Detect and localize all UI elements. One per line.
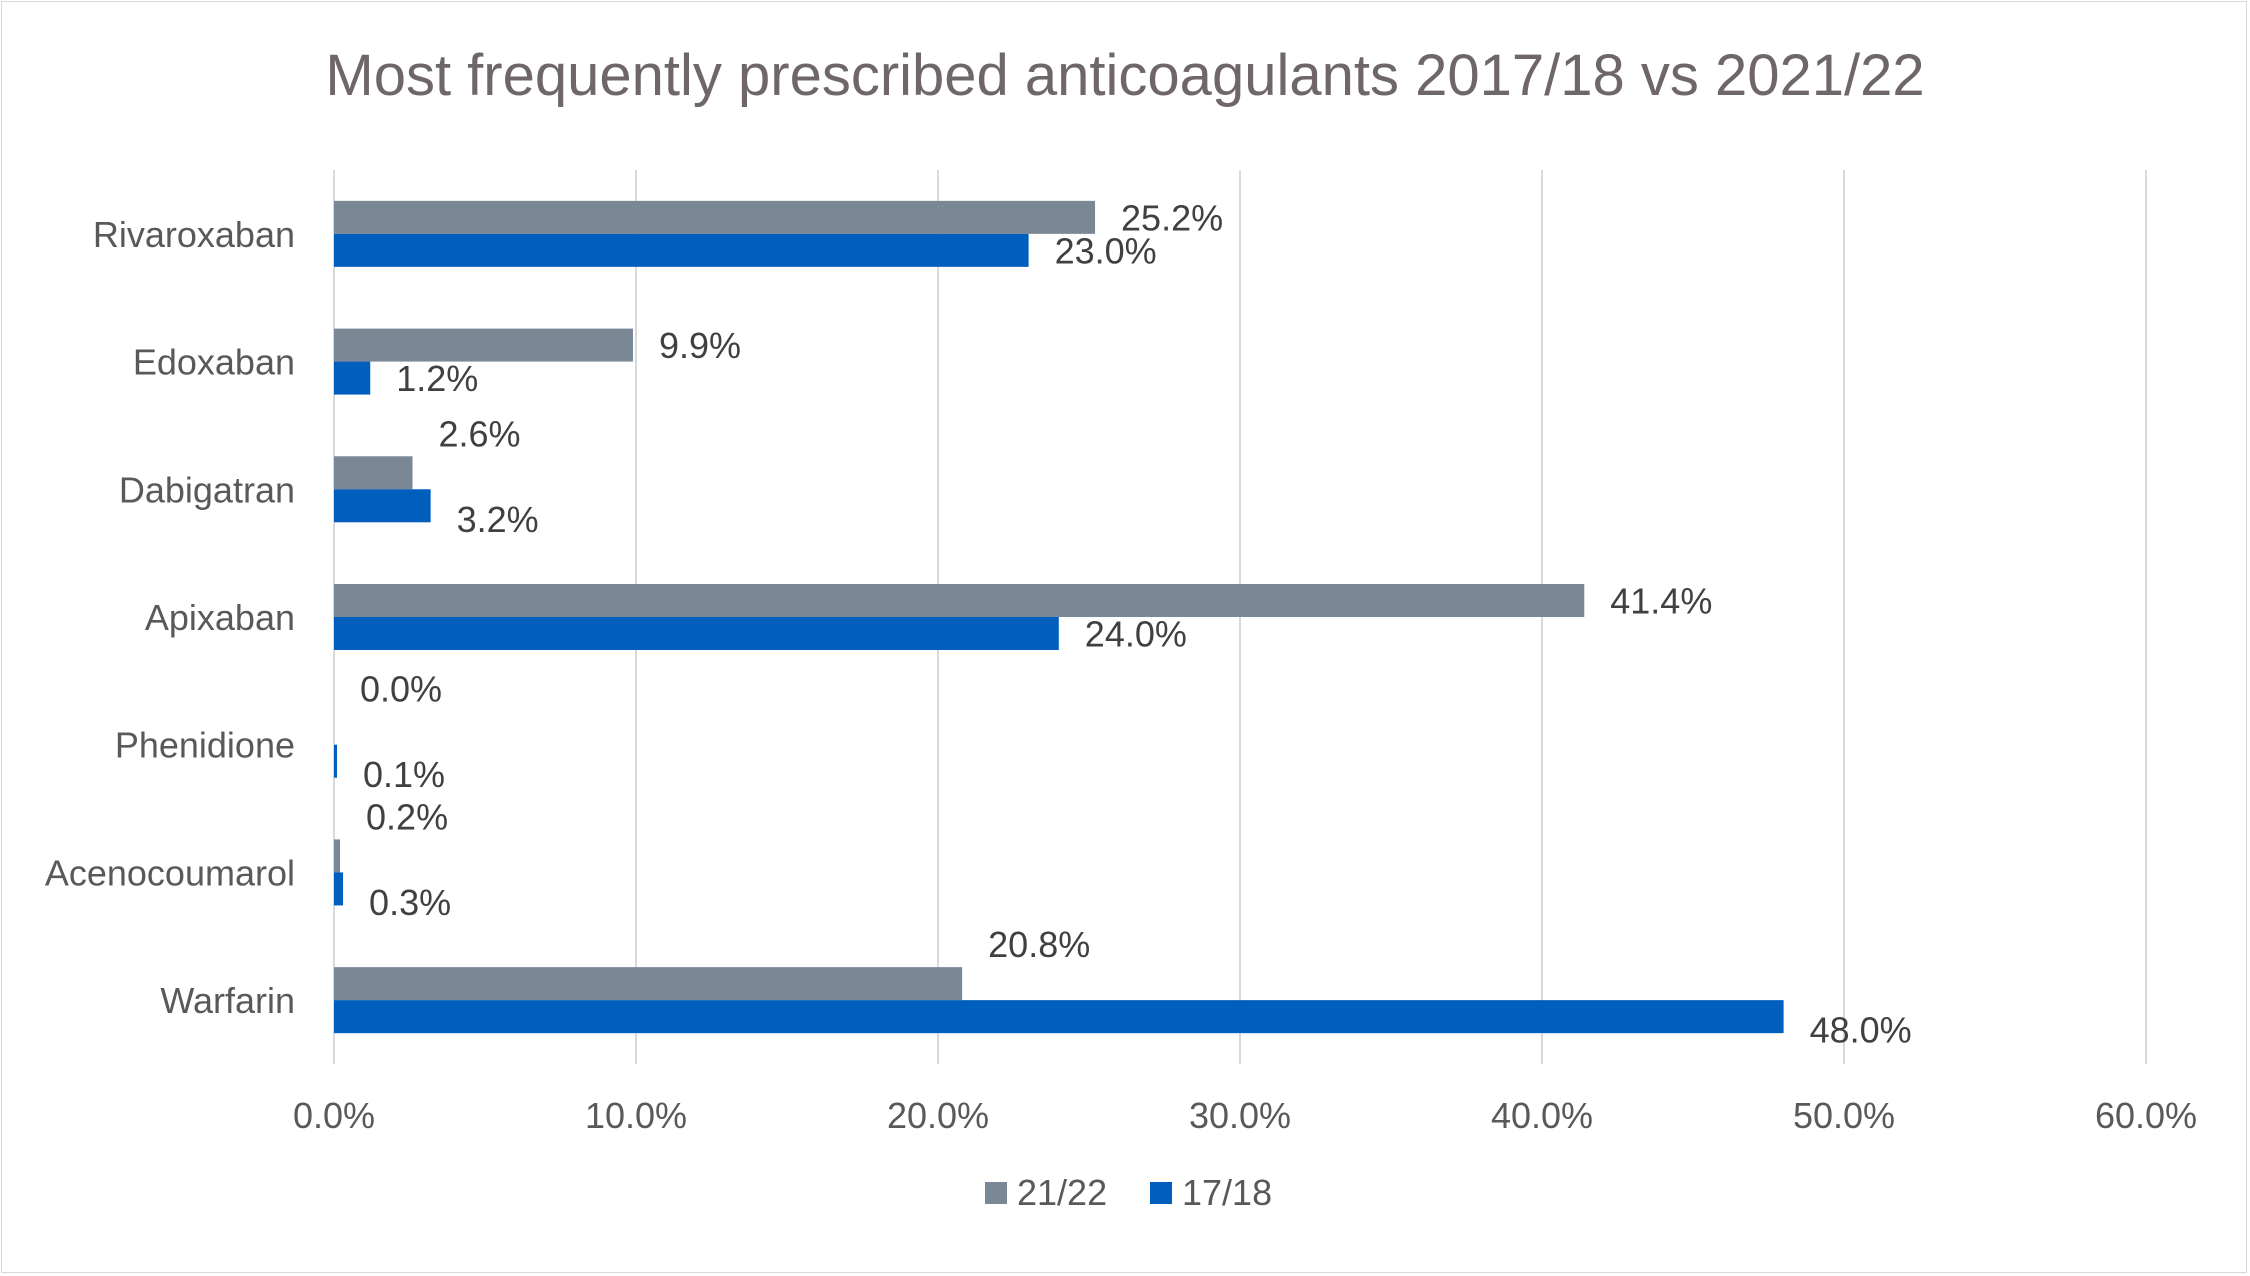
legend-swatch [1150, 1182, 1172, 1204]
category-label: Acenocoumarol [45, 852, 295, 893]
bar-17-18 [334, 1000, 1784, 1034]
data-label-17-18: 23.0% [1055, 230, 1157, 271]
category-label: Warfarin [160, 980, 295, 1021]
bar-21-22 [334, 967, 963, 1001]
data-label-21-22: 9.9% [659, 325, 741, 366]
x-tick-label: 0.0% [293, 1095, 375, 1136]
category-label: Dabigatran [119, 469, 295, 510]
category-label: Apixaban [145, 597, 295, 638]
x-tick-label: 40.0% [1491, 1095, 1593, 1136]
legend-label: 21/22 [1017, 1172, 1107, 1213]
x-tick-label: 10.0% [585, 1095, 687, 1136]
data-labels: 25.2%23.0% 9.9% 1.2% 2.6% 3.2% 41.4% 24.0% 0.0%… [360, 197, 1912, 1050]
x-tick-label: 30.0% [1189, 1095, 1291, 1136]
x-tick-labels: 0.0% 10.0% 20.0% 30.0% 40.0% 50.0% 60.0% [293, 1095, 2197, 1136]
data-label-17-18: 1.2% [396, 358, 478, 399]
data-label-21-22: 0.0% [360, 669, 442, 710]
data-label-21-22: 2.6% [439, 413, 521, 454]
bar-17-18 [334, 872, 344, 906]
data-label-17-18: 0.1% [363, 754, 445, 795]
data-label-21-22: 41.4% [1610, 581, 1712, 622]
bars [334, 200, 1784, 1034]
x-tick-label: 50.0% [1793, 1095, 1895, 1136]
legend-swatch [985, 1182, 1007, 1204]
chart-title: Most frequently prescribed anticoagulant… [325, 43, 1924, 108]
bar-17-18 [334, 617, 1059, 650]
bar-17-18 [334, 233, 1029, 267]
bar-21-22 [334, 328, 633, 362]
bar-17-18 [334, 744, 338, 778]
legend-label: 17/18 [1182, 1172, 1272, 1213]
data-label-17-18: 3.2% [457, 499, 539, 540]
category-label: Rivaroxaban [93, 214, 295, 255]
bar-21-22 [334, 839, 341, 873]
data-label-17-18: 24.0% [1085, 614, 1187, 655]
data-label-21-22: 25.2% [1121, 197, 1223, 238]
data-label-21-22: 20.8% [988, 924, 1090, 965]
bar-17-18 [334, 489, 431, 523]
bar-21-22 [334, 584, 1585, 617]
bar-21-22 [334, 456, 413, 490]
bar-21-22 [334, 200, 1096, 234]
bar-17-18 [334, 361, 371, 395]
x-tick-label: 60.0% [2095, 1095, 2197, 1136]
category-label: Phenidione [115, 725, 295, 766]
legend: 21/22 17/18 [985, 1172, 1272, 1213]
data-label-17-18: 0.3% [369, 882, 451, 923]
data-label-21-22: 0.2% [366, 796, 448, 837]
x-tick-label: 20.0% [887, 1095, 989, 1136]
category-label: Edoxaban [133, 342, 295, 383]
data-label-17-18: 48.0% [1810, 1010, 1912, 1051]
category-labels: Rivaroxaban Edoxaban Dabigatran Apixaban Phe… [45, 214, 295, 1021]
